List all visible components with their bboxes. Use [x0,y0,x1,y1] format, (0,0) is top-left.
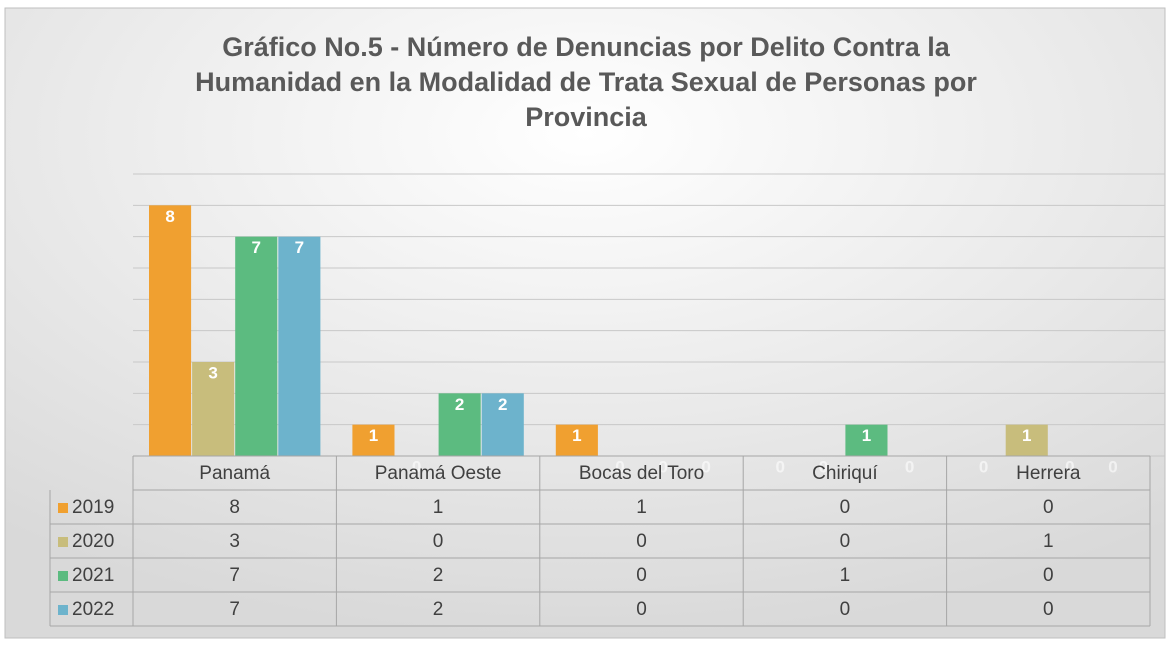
table-value: 0 [1043,497,1054,518]
legend-label: 2022 [72,599,114,620]
data-label: 0 [1108,457,1117,476]
data-label: 3 [208,363,217,382]
table-value: 1 [1043,531,1054,552]
table-value: 0 [840,497,851,518]
table-value: 0 [636,565,647,586]
data-label: 2 [498,395,507,414]
data-label: 1 [369,426,378,445]
legend-swatch [58,503,68,513]
table-value: 7 [229,599,240,620]
data-label: 0 [905,457,914,476]
legend-swatch [58,571,68,581]
chart-frame [4,7,1166,639]
data-label: 2 [455,395,464,414]
data-label: 1 [862,426,871,445]
bar [192,362,235,456]
legend-label: 2021 [72,565,114,586]
bar [481,393,524,456]
x-tick-label: Chiriquí [812,463,878,484]
data-label: 0 [615,457,624,476]
bar [235,236,278,456]
legend-label: 2019 [72,497,114,518]
bar [845,424,888,456]
table-value: 3 [229,531,240,552]
data-label: 0 [658,457,667,476]
data-label: 0 [1065,457,1074,476]
table-value: 1 [840,565,851,586]
legend-swatch [58,537,68,547]
table-value: 2 [433,565,444,586]
data-label: 7 [295,238,304,257]
data-label: 0 [819,457,828,476]
data-label: 0 [412,457,421,476]
table-value: 2 [433,599,444,620]
table-value: 0 [433,531,444,552]
table-value: 0 [840,531,851,552]
data-label: 0 [979,457,988,476]
data-label: 0 [701,457,710,476]
bar [352,424,395,456]
legend-label: 2020 [72,531,114,552]
x-tick-label: Herrera [1016,463,1081,484]
table-value: 0 [1043,565,1054,586]
table-value: 0 [1043,599,1054,620]
chart-title: Gráfico No.5 - Número de Denuncias por D… [195,32,977,132]
data-label: 1 [1022,426,1031,445]
x-tick-label: Bocas del Toro [579,463,704,484]
data-label: 8 [165,207,174,226]
table-value: 8 [229,497,240,518]
table-value: 0 [636,599,647,620]
x-tick-label: Panamá [199,463,270,484]
table-value: 7 [229,565,240,586]
table-value: 1 [636,497,647,518]
bar [278,236,321,456]
table-value: 1 [433,497,444,518]
table-value: 0 [636,531,647,552]
bar [438,393,481,456]
legend-swatch [58,605,68,615]
data-label: 0 [776,457,785,476]
table-value: 0 [840,599,851,620]
x-tick-label: Panamá Oeste [375,463,502,484]
bar [555,424,598,456]
data-label: 1 [572,426,581,445]
data-label: 7 [252,238,261,257]
bar [1005,424,1048,456]
bar [149,205,192,456]
